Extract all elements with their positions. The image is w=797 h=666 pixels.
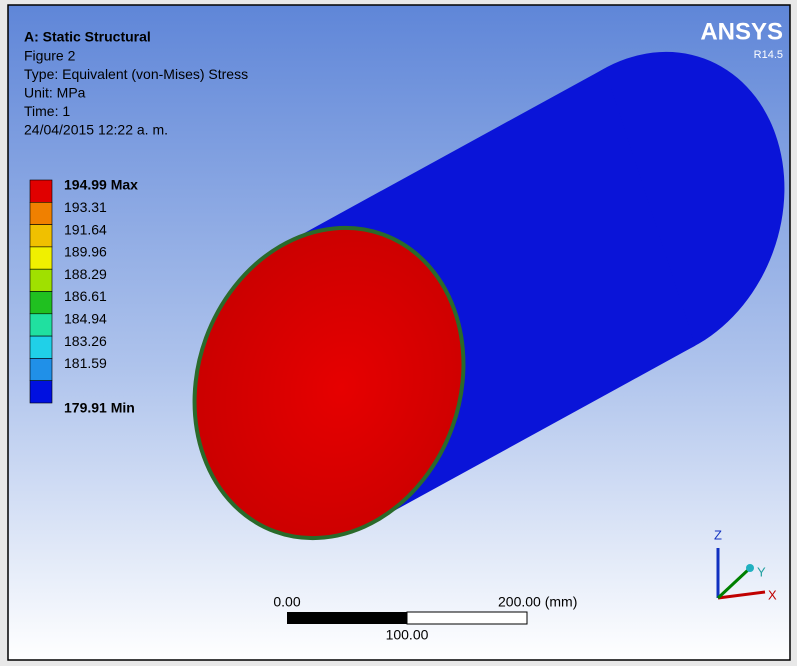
legend-label: 193.31 [64, 199, 107, 215]
legend-swatch [30, 247, 52, 269]
title: A: Static Structural [24, 29, 151, 45]
logo-version: R14.5 [754, 49, 783, 61]
legend-swatch [30, 381, 52, 403]
scale-label: 200.00 (mm) [498, 594, 577, 610]
legend-swatch [30, 269, 52, 291]
header-line: Time: 1 [24, 103, 70, 119]
header-line: Type: Equivalent (von-Mises) Stress [24, 66, 248, 82]
legend-swatch [30, 225, 52, 247]
legend-label: 191.64 [64, 221, 107, 237]
legend-swatch [30, 292, 52, 314]
header-line: 24/04/2015 12:22 a. m. [24, 122, 168, 138]
legend-swatch [30, 314, 52, 336]
axis-label: Y [757, 564, 766, 579]
legend-swatch [30, 202, 52, 224]
axis-label: X [768, 587, 777, 602]
legend-swatch [30, 358, 52, 380]
header-line: Unit: MPa [24, 85, 86, 101]
screenshot: A: Static Structural Figure 2 Type: Equiv… [0, 0, 797, 666]
legend-label: 179.91 Min [64, 399, 135, 415]
legend-label: 183.26 [64, 333, 107, 349]
scale-label: 100.00 [386, 627, 429, 643]
header-line: Figure 2 [24, 48, 76, 64]
scale-label: 0.00 [273, 594, 300, 610]
legend-label: 189.96 [64, 244, 107, 260]
scale-bar [407, 612, 527, 624]
legend-label: 194.99 Max [64, 177, 138, 193]
legend-label: 184.94 [64, 311, 107, 327]
legend-swatch [30, 180, 52, 202]
legend-label: 186.61 [64, 288, 107, 304]
logo: ANSYS [700, 18, 783, 45]
legend-swatch [30, 336, 52, 358]
scale-bar [287, 612, 407, 624]
legend-label: 181.59 [64, 355, 107, 371]
axis-label: Z [714, 527, 722, 542]
legend-label: 188.29 [64, 266, 107, 282]
